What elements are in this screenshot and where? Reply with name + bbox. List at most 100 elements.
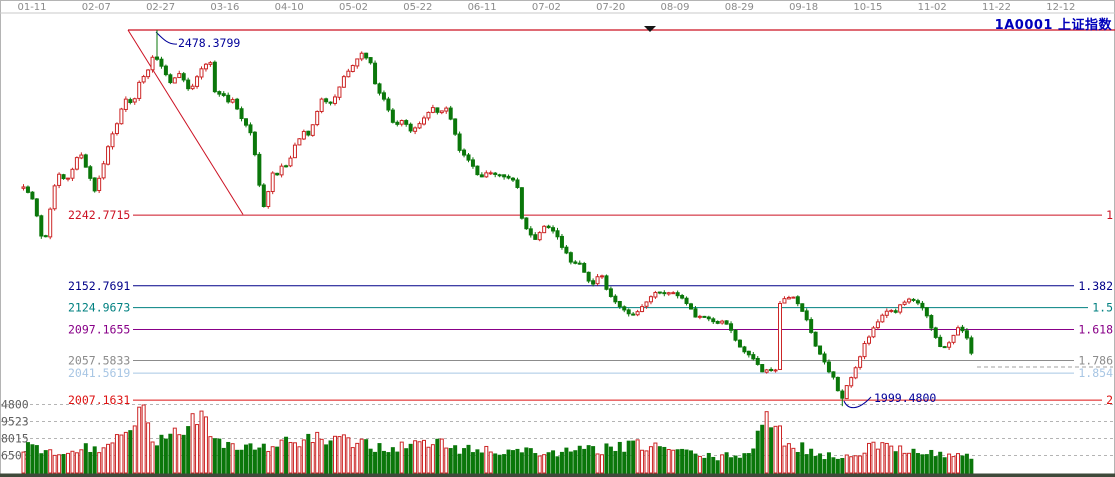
volume-bar [199,410,204,474]
date-label: 08-29 [725,2,754,13]
volume-bar [720,454,725,474]
candle [275,172,280,176]
candle [341,76,346,88]
candle [155,56,159,60]
volume-bar [933,456,938,474]
candle [462,149,467,156]
volume-bar [604,443,609,474]
volume-bar [858,455,863,474]
candle [190,85,195,90]
volume-bar [809,448,814,474]
candle [653,291,658,298]
volume-bar [746,453,751,474]
candle [448,107,453,120]
candle [444,107,449,112]
volume-bar [835,458,840,474]
volume-bar [662,446,667,474]
candle [333,96,337,104]
candle [186,79,191,90]
candle [52,185,57,210]
volume-bar [257,447,262,474]
candle [675,292,680,297]
volume-bar [502,454,507,474]
volume-bar [511,450,515,474]
volume-bar [66,452,70,474]
volume-bar [742,453,747,474]
volume-bar [911,448,916,474]
volume-bar [862,452,867,474]
level-price-label: 2124.9673 [68,301,130,315]
candle [422,117,426,125]
candle [364,52,369,59]
volume-bar [582,448,587,474]
candle [942,346,947,349]
volume-bar [475,449,480,474]
candle [484,172,489,178]
candle [457,133,462,151]
volume-bar [462,448,467,474]
date-label: 05-22 [403,2,432,13]
volume-bar [399,441,404,474]
volume-bar [284,436,289,474]
candle [960,326,965,332]
volume-bar [48,449,53,474]
volume-bar [355,442,360,474]
volume-bar [849,456,854,474]
volume-bar [764,411,769,474]
candle [297,138,302,146]
volume-bar [128,430,133,474]
candle [324,98,329,103]
candle [689,303,693,310]
date-label: 05-02 [339,2,368,13]
volume-bar [315,431,320,474]
candle [769,368,774,372]
candle [288,157,293,167]
level-ratio-label: 1.618 [1078,322,1113,336]
candle [315,110,320,126]
candle [270,172,275,193]
volume-bar [252,449,257,474]
volume-bar [341,434,346,474]
candle [938,336,943,347]
candle [306,130,311,136]
candle [506,175,511,179]
candle [956,327,960,336]
volume-bar [497,454,502,474]
volume-bar [626,440,631,474]
volume-bar [453,445,458,474]
volume-bar [172,427,177,474]
candle [778,302,782,371]
candle [889,309,894,312]
volume-scale-label: 9523 [1,415,29,429]
volume-bar [711,456,716,474]
annotation-pointer [843,396,872,409]
date-label: 02-27 [146,2,175,13]
triangle-marker-icon[interactable] [644,26,656,32]
volume-bar [822,459,827,474]
candle [555,230,560,238]
candle [595,276,600,285]
volume-bar [106,443,111,474]
volume-bar [653,442,658,474]
candle [25,186,30,193]
volume-bar [791,447,796,474]
volume-bar [795,452,800,474]
volume-bar [648,446,653,474]
volume-bar [729,457,734,474]
volume-scale-label: 4800 [1,398,29,412]
candle [519,187,524,219]
candle [30,191,35,200]
volume-bar [114,434,119,474]
candle [61,174,66,180]
candle [822,353,827,363]
trend-line[interactable] [127,29,244,215]
level-ratio-label: 1.786 [1078,354,1113,368]
level-price-label: 2152.7691 [68,279,130,293]
candle [390,109,395,123]
candle [559,235,564,248]
volume-bar [960,455,965,474]
volume-bar [328,440,333,474]
volume-bar [61,454,66,474]
volume-bar [488,451,493,474]
